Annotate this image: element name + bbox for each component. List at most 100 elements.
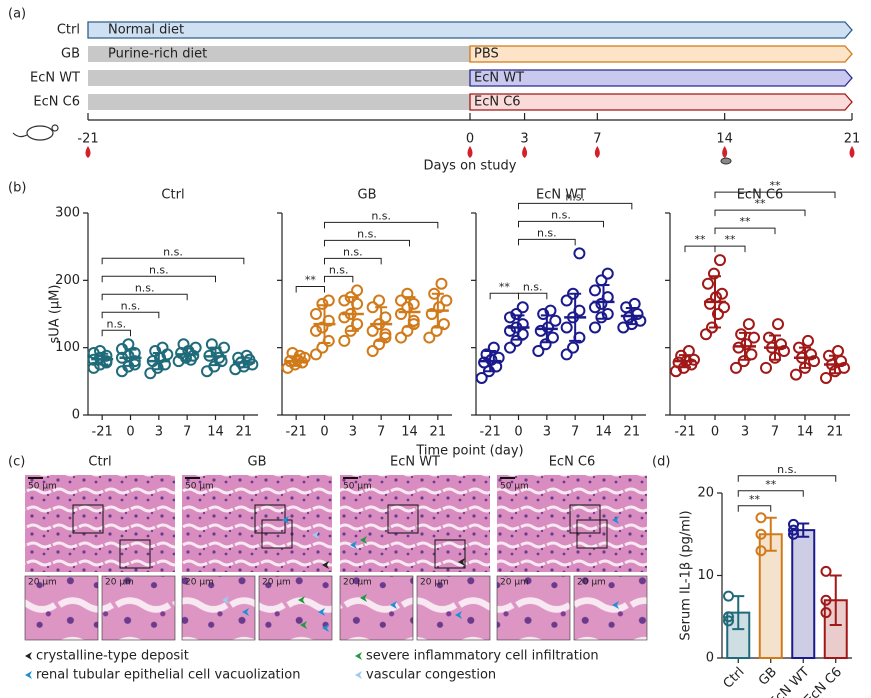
y-tick-label: 0 <box>706 651 714 666</box>
data-point <box>740 338 753 351</box>
data-point <box>122 349 135 362</box>
data-point <box>437 318 450 331</box>
significance-bracket <box>714 191 836 199</box>
segment-label: PBS <box>474 47 499 62</box>
histology-zoom <box>24 575 99 641</box>
scale-label: 20 μm <box>420 578 449 588</box>
bar <box>758 533 783 659</box>
histology-zoom <box>496 575 571 641</box>
data-point <box>802 334 814 347</box>
x-tick-label: 3 <box>155 425 163 440</box>
data-point <box>808 355 820 368</box>
significance-bracket <box>518 202 633 210</box>
data-point <box>595 311 608 324</box>
data-point <box>772 318 784 331</box>
x-tick-label: 0 <box>126 425 134 440</box>
significance-label: ** <box>740 215 752 228</box>
scale-label: 50 μm <box>500 482 529 492</box>
error-bar <box>797 522 810 538</box>
zoom-box <box>434 539 466 569</box>
scale-label: 50 μm <box>28 482 57 492</box>
x-tick-label: 14 <box>207 425 224 440</box>
significance-bracket <box>101 293 188 301</box>
data-point <box>338 294 351 307</box>
annotation-arrow <box>25 652 32 660</box>
data-point <box>755 512 767 524</box>
y-tick-label: 10 <box>697 568 714 583</box>
data-point <box>573 247 586 260</box>
data-point <box>712 308 724 320</box>
data-point <box>542 321 555 334</box>
scale-label: 50 μm <box>343 482 372 492</box>
data-point <box>763 331 775 344</box>
timeline-label: Days on study <box>424 159 517 174</box>
sample-icon <box>720 157 732 165</box>
significance-label: n.s. <box>163 245 183 258</box>
x-tick-label: 3 <box>543 425 551 440</box>
segment-label: EcN WT <box>474 71 524 86</box>
data-point <box>366 345 379 358</box>
data-point <box>838 361 850 374</box>
zoom-box <box>387 504 419 534</box>
histology-zoom <box>258 575 333 641</box>
histology-image <box>182 475 332 572</box>
zoom-box <box>119 539 151 569</box>
data-point <box>480 348 493 361</box>
x-tick-label: 21 <box>624 425 641 440</box>
data-point <box>820 371 832 384</box>
data-point <box>286 347 299 360</box>
data-point <box>281 361 294 374</box>
data-point <box>478 356 491 369</box>
data-point <box>475 371 488 384</box>
diet-segment <box>469 45 853 63</box>
data-point <box>567 341 580 354</box>
x-tick-label: 7 <box>771 425 779 440</box>
significance-label: n.s. <box>121 299 141 312</box>
zoom-box <box>72 504 104 534</box>
data-point <box>748 331 760 344</box>
row-label: GB <box>61 47 80 62</box>
data-point <box>423 331 436 344</box>
x-tick-label: 14 <box>797 425 814 440</box>
annotation-arrow <box>390 601 397 609</box>
data-point <box>510 334 523 347</box>
data-point <box>310 308 322 320</box>
scale-label: 20 μm <box>185 578 214 588</box>
x-tick-label: 21 <box>430 425 447 440</box>
data-point <box>504 311 516 324</box>
data-point <box>510 308 523 320</box>
data-point <box>87 361 100 374</box>
significance-label: ** <box>695 233 707 246</box>
diet-segment <box>88 94 470 110</box>
data-point <box>755 528 767 540</box>
zoom-box <box>261 519 293 549</box>
diet-segment <box>88 46 470 62</box>
data-point <box>790 368 802 381</box>
row-label: EcN C6 <box>33 95 80 110</box>
data-point <box>560 294 573 307</box>
data-point <box>94 345 107 358</box>
data-point <box>546 331 559 344</box>
chart-title: EcN WT <box>536 188 586 203</box>
histology-image <box>497 475 647 572</box>
error-bar <box>764 516 777 552</box>
significance-label: n.s. <box>149 263 169 276</box>
significance-label: n.s. <box>371 209 391 222</box>
significance-label: n.s. <box>537 226 557 239</box>
data-point <box>718 301 730 314</box>
x-tick-label: 7 <box>183 425 191 440</box>
scale-label: 20 μm <box>28 578 57 588</box>
significance-bracket <box>684 245 716 253</box>
diet-segment <box>88 70 470 86</box>
data-point <box>820 607 832 619</box>
panel-label: (c) <box>8 455 25 470</box>
data-point <box>820 594 832 606</box>
x-tick-label: 3 <box>349 425 357 440</box>
annotation-arrow <box>458 558 465 566</box>
annotation-arrow <box>350 541 357 549</box>
data-point <box>366 324 379 337</box>
data-point <box>430 324 443 337</box>
x-tick-label: GB <box>756 665 780 689</box>
data-point <box>338 311 351 324</box>
data-point <box>714 254 726 267</box>
